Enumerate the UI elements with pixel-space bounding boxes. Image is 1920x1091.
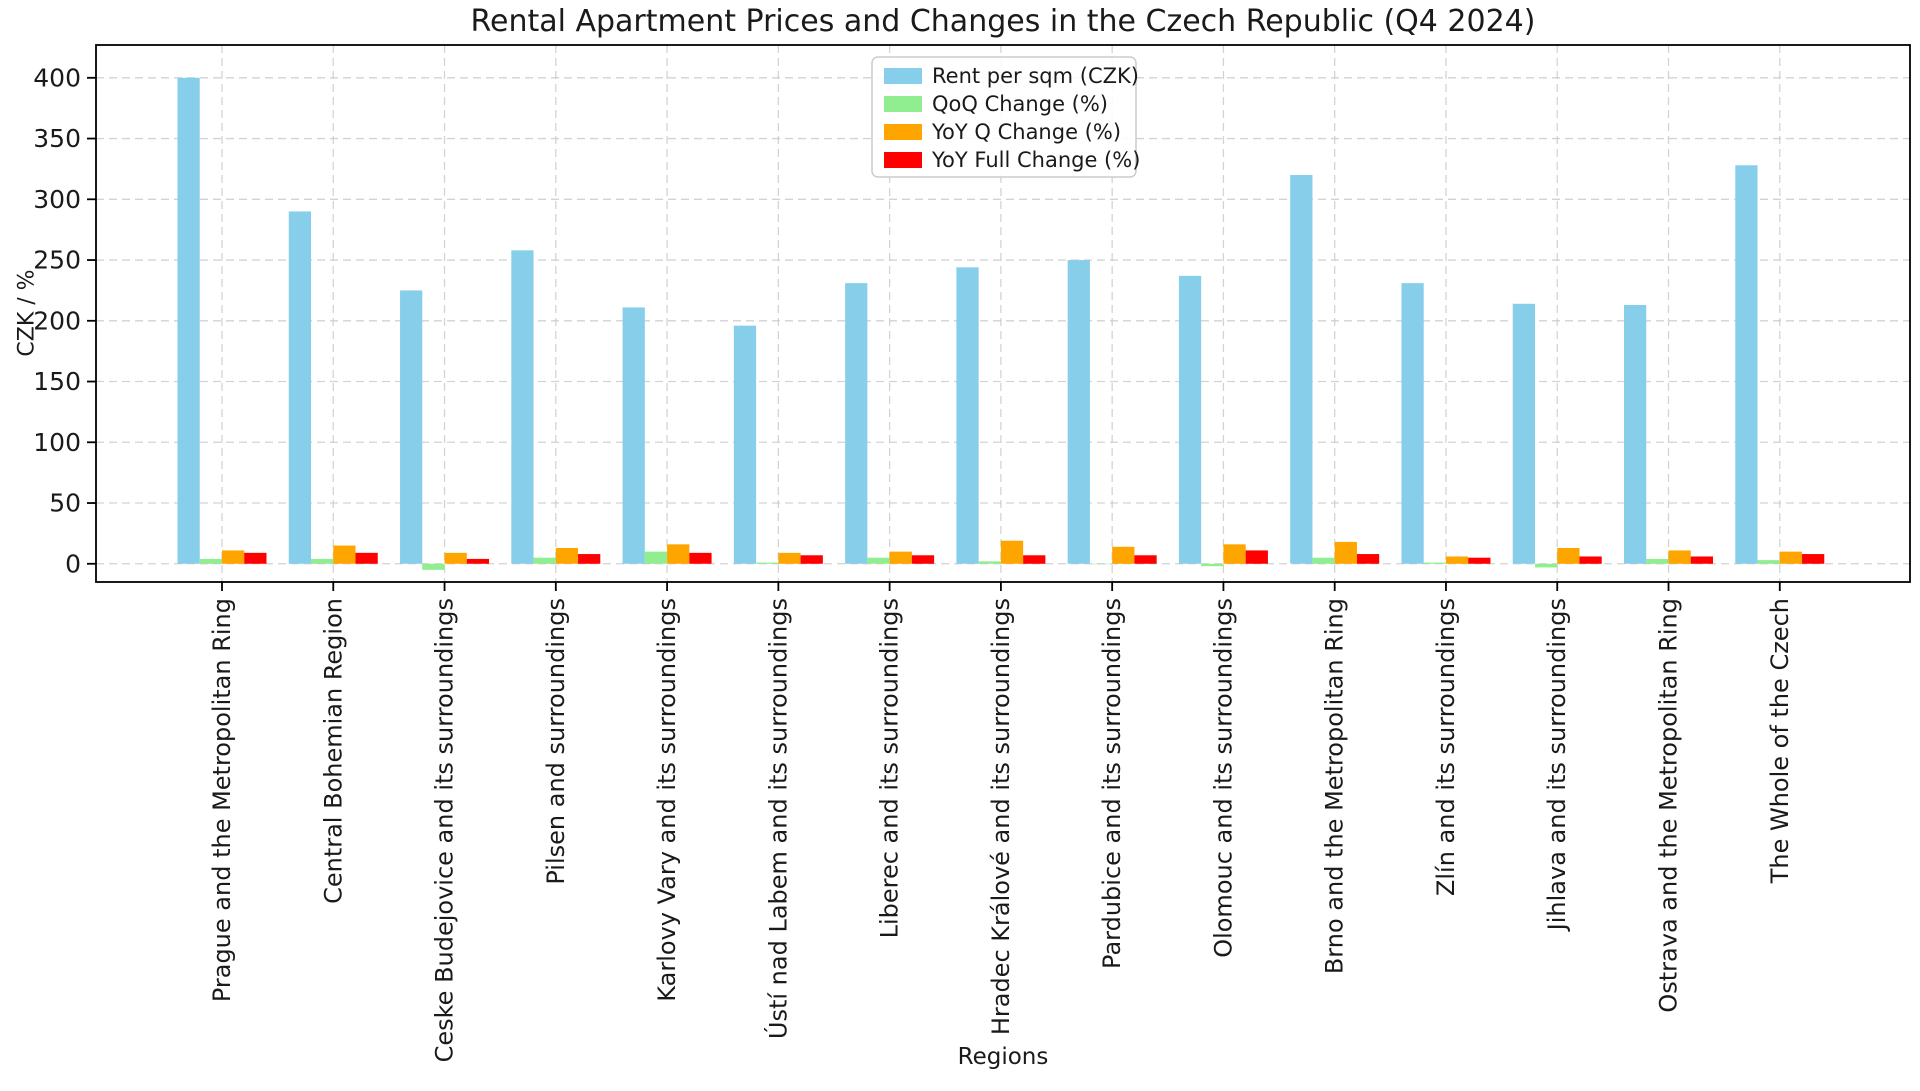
bar-series2-cat13: [1668, 550, 1691, 564]
bar-series0-cat13: [1624, 304, 1647, 564]
y-tick-label: 50: [49, 489, 81, 518]
legend-label: Rent per sqm (CZK): [932, 64, 1139, 88]
bar-series2-cat10: [1334, 541, 1357, 564]
bar-series0-cat9: [1178, 275, 1202, 564]
bar-series3-cat0: [244, 552, 267, 564]
bar-series2-cat7: [1000, 540, 1024, 564]
bar-series1-cat2: [422, 563, 445, 570]
x-tick-label: Zlín and its surroundings: [1432, 598, 1460, 896]
bar-series2-cat2: [444, 552, 467, 564]
bar-series0-cat3: [511, 250, 534, 564]
bar-series0-cat4: [622, 307, 645, 564]
bar-series3-cat11: [1468, 557, 1491, 564]
x-tick-label: Liberec and its surroundings: [876, 598, 904, 938]
y-tick-label: 100: [33, 428, 81, 457]
bar-series3-cat5: [800, 555, 823, 564]
x-tick-label: Pilsen and surroundings: [542, 598, 570, 885]
bar-series1-cat8: [1089, 563, 1113, 565]
bar-series3-cat6: [911, 555, 935, 564]
bar-series2-cat11: [1445, 556, 1469, 564]
bar-series3-cat2: [466, 558, 490, 564]
bar-series3-cat4: [689, 552, 712, 564]
x-tick-label: Ceske Budejovice and its surroundings: [431, 598, 459, 1062]
bar-series0-cat12: [1512, 303, 1535, 564]
y-tick-label: 250: [33, 246, 81, 275]
bar-series0-cat5: [733, 325, 757, 564]
x-tick-label: Jihlava and its surroundings: [1543, 598, 1571, 932]
bar-series3-cat14: [1802, 554, 1825, 564]
legend-box: [871, 56, 1137, 178]
bar-series2-cat3: [555, 547, 579, 564]
x-tick-label: Brno and the Metropolitan Ring: [1321, 598, 1349, 974]
bar-series3-cat8: [1134, 555, 1157, 564]
x-tick-label: Olomouc and its surroundings: [1209, 598, 1237, 958]
bar-series2-cat12: [1557, 547, 1580, 564]
bar-series0-cat0: [177, 77, 200, 564]
bar-series1-cat11: [1423, 562, 1446, 564]
bar-series3-cat7: [1023, 555, 1046, 564]
bar-series1-cat9: [1201, 563, 1224, 567]
bar-series1-cat3: [533, 557, 556, 564]
bar-series0-cat10: [1290, 174, 1313, 564]
bar-series0-cat14: [1735, 165, 1758, 564]
bar-series1-cat5: [756, 562, 779, 564]
bar-series3-cat12: [1579, 556, 1602, 564]
legend-swatch: [884, 152, 922, 168]
bar-series1-cat1: [311, 558, 334, 564]
bar-series0-cat11: [1401, 283, 1424, 564]
x-axis-label: Regions: [957, 1044, 1049, 1070]
bar-series2-cat5: [778, 552, 801, 564]
bar-series3-cat3: [578, 554, 601, 564]
bar-series0-cat6: [845, 283, 868, 564]
y-tick-label: 300: [33, 185, 81, 214]
bar-series3-cat13: [1690, 556, 1714, 564]
y-tick-label: 150: [33, 367, 81, 396]
bar-series0-cat8: [1067, 260, 1090, 564]
bar-series1-cat10: [1312, 557, 1335, 564]
bar-series2-cat8: [1112, 546, 1135, 564]
bar-series0-cat7: [956, 267, 979, 564]
bar-series1-cat12: [1534, 563, 1558, 568]
bar-series1-cat6: [867, 557, 890, 564]
bar-series2-cat1: [333, 545, 356, 564]
bar-series2-cat14: [1779, 551, 1803, 564]
x-tick-label: Hradec Králové and its surroundings: [987, 598, 1015, 1035]
x-tick-label: The Whole of the Czech: [1766, 598, 1794, 884]
x-tick-label: Pardubice and its surroundings: [1098, 598, 1126, 969]
y-tick-label: 0: [65, 549, 81, 578]
plot-spines: [95, 44, 1911, 583]
x-tick-label: Karlovy Vary and its surroundings: [653, 598, 681, 1002]
x-tick-label: Ústí nad Labem and its surroundings: [762, 598, 792, 1039]
bar-series2-cat4: [667, 544, 690, 564]
legend-label: YoY Q Change (%): [931, 120, 1121, 144]
y-axis-label: CZK / %: [14, 269, 40, 357]
bar-series1-cat13: [1646, 558, 1669, 564]
legend-swatch: [884, 124, 922, 140]
y-tick-label: 200: [33, 306, 81, 335]
bar-series3-cat1: [355, 552, 378, 564]
legend-swatch: [884, 68, 922, 84]
bar-series3-cat10: [1356, 554, 1380, 564]
y-tick-label: 350: [33, 124, 81, 153]
y-tick-label: 400: [33, 63, 81, 92]
legend-label: YoY Full Change (%): [931, 148, 1140, 172]
legend-label: QoQ Change (%): [932, 92, 1108, 116]
bar-series3-cat9: [1245, 550, 1268, 564]
bar-series2-cat6: [889, 551, 912, 564]
x-tick-label: Central Bohemian Region: [319, 598, 347, 904]
bar-series2-cat0: [222, 550, 245, 564]
bar-series0-cat1: [288, 211, 312, 564]
x-tick-label: Prague and the Metropolitan Ring: [208, 598, 236, 1002]
x-tick-label: Ostrava and the Metropolitan Ring: [1655, 598, 1683, 1013]
legend-swatch: [884, 96, 922, 112]
bar-series1-cat0: [199, 558, 222, 564]
bar-series1-cat7: [978, 561, 1001, 564]
bar-series2-cat9: [1223, 544, 1246, 564]
bar-series1-cat4: [644, 551, 668, 564]
bar-series1-cat14: [1757, 560, 1780, 564]
bar-series0-cat2: [400, 290, 423, 564]
chart-title: Rental Apartment Prices and Changes in t…: [470, 4, 1536, 39]
